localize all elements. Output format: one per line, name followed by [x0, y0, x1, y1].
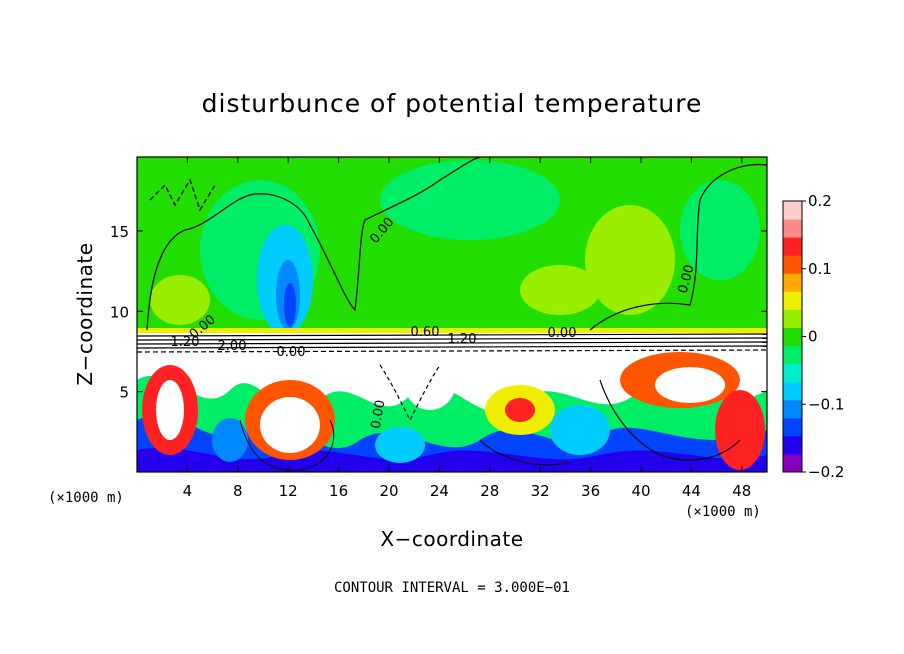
colorbar-tick-label: 0.1	[808, 260, 832, 278]
contour-line	[137, 341, 767, 345]
colorbar-tick-label: −0.2	[808, 463, 844, 481]
x-tick-label: 32	[531, 482, 550, 500]
tropopause-band	[137, 328, 767, 333]
contour-line	[137, 345, 767, 349]
cool-eddy	[550, 405, 610, 455]
x-tick-label: 24	[430, 482, 449, 500]
upper-blob	[150, 275, 210, 325]
y-axis-label: Z−coordinate	[73, 242, 97, 385]
contour-line	[589, 163, 767, 331]
plot-area	[137, 157, 767, 472]
warm-eddy	[260, 397, 320, 453]
x-tick-label: 12	[279, 482, 298, 500]
colorbar-swatch	[783, 345, 802, 365]
contour-line	[146, 157, 481, 331]
x-tick-label: 8	[233, 482, 243, 500]
x-unit-right: (×1000 m)	[685, 504, 761, 520]
colorbar-swatch	[783, 219, 802, 238]
contour-line	[137, 349, 767, 353]
colorbar-tick-label: 0	[808, 328, 818, 346]
x-tick-label: 40	[631, 482, 650, 500]
warm-eddy	[655, 367, 725, 403]
plot-frame	[136, 156, 768, 473]
x-tick-label: 28	[480, 482, 499, 500]
y-tick-label: 15	[110, 223, 129, 241]
contour-label: 0.00	[548, 326, 577, 341]
colorbar-swatch	[783, 399, 802, 419]
upper-blob	[680, 180, 760, 280]
y-tick-label: 10	[110, 303, 129, 321]
warm-eddy	[505, 398, 535, 422]
upper-blob	[284, 283, 296, 327]
colorbar-tick-label: 0.2	[808, 192, 832, 210]
contour-label: 1.20	[448, 332, 477, 347]
warm-eddy	[156, 380, 184, 440]
contour-line	[379, 364, 441, 422]
colorbar-swatch	[783, 255, 802, 274]
colorbar-swatch	[783, 309, 802, 328]
x-tick-label: 4	[183, 482, 193, 500]
upper-blob	[585, 205, 675, 315]
contour-label: 0.00	[676, 263, 698, 295]
contour-line	[149, 178, 216, 212]
y-axis: 5 10 15	[110, 223, 767, 402]
colorbar-swatch	[783, 291, 802, 310]
colorbar-swatch	[783, 453, 802, 473]
x-axis: 4 8 12 16 20 24 28 32 36 40 44 48	[183, 157, 751, 500]
x-axis-label: X−coordinate	[380, 527, 523, 551]
contour-line	[137, 333, 767, 337]
contour-label: 0.60	[411, 325, 440, 340]
contour-line	[239, 419, 335, 471]
upper-blob	[380, 160, 560, 240]
colorbar-swatch	[783, 363, 802, 383]
colorbar-swatch	[783, 273, 802, 292]
white-eddy	[405, 360, 455, 410]
colorbar-swatch	[783, 417, 802, 437]
colorbar-tick-label: −0.1	[808, 395, 844, 413]
upper-blob	[520, 265, 600, 315]
x-unit-left: (×1000 m)	[48, 490, 124, 506]
x-tick-label: 20	[379, 482, 398, 500]
colorbar-swatch	[783, 435, 802, 455]
colorbar-swatch	[783, 201, 802, 220]
contour-line	[599, 379, 741, 461]
cool-eddy	[375, 427, 425, 463]
contour-line	[479, 439, 571, 466]
contour-label: 0.00	[369, 399, 389, 430]
cool-eddy	[212, 418, 248, 462]
contour-label: 2.00	[218, 339, 247, 354]
colorbar-swatch	[783, 237, 802, 256]
x-tick-label: 36	[581, 482, 600, 500]
contour-label: 1.20	[171, 335, 200, 350]
colorbar-swatch	[783, 381, 802, 401]
x-tick-label: 48	[732, 482, 751, 500]
warm-eddy	[715, 390, 765, 470]
colorbar-swatch	[783, 327, 802, 347]
x-tick-label: 44	[682, 482, 701, 500]
chart-title: disturbunce of potential temperature	[202, 89, 703, 118]
x-tick-label: 16	[329, 482, 348, 500]
colorbar: 0.2 0.1 0 −0.1 −0.2	[782, 192, 844, 481]
contour-interval-note: CONTOUR INTERVAL = 3.000E−01	[334, 580, 570, 596]
contour-label: 0.00	[277, 345, 306, 360]
y-tick-label: 5	[119, 384, 129, 402]
contour-line	[137, 337, 767, 341]
